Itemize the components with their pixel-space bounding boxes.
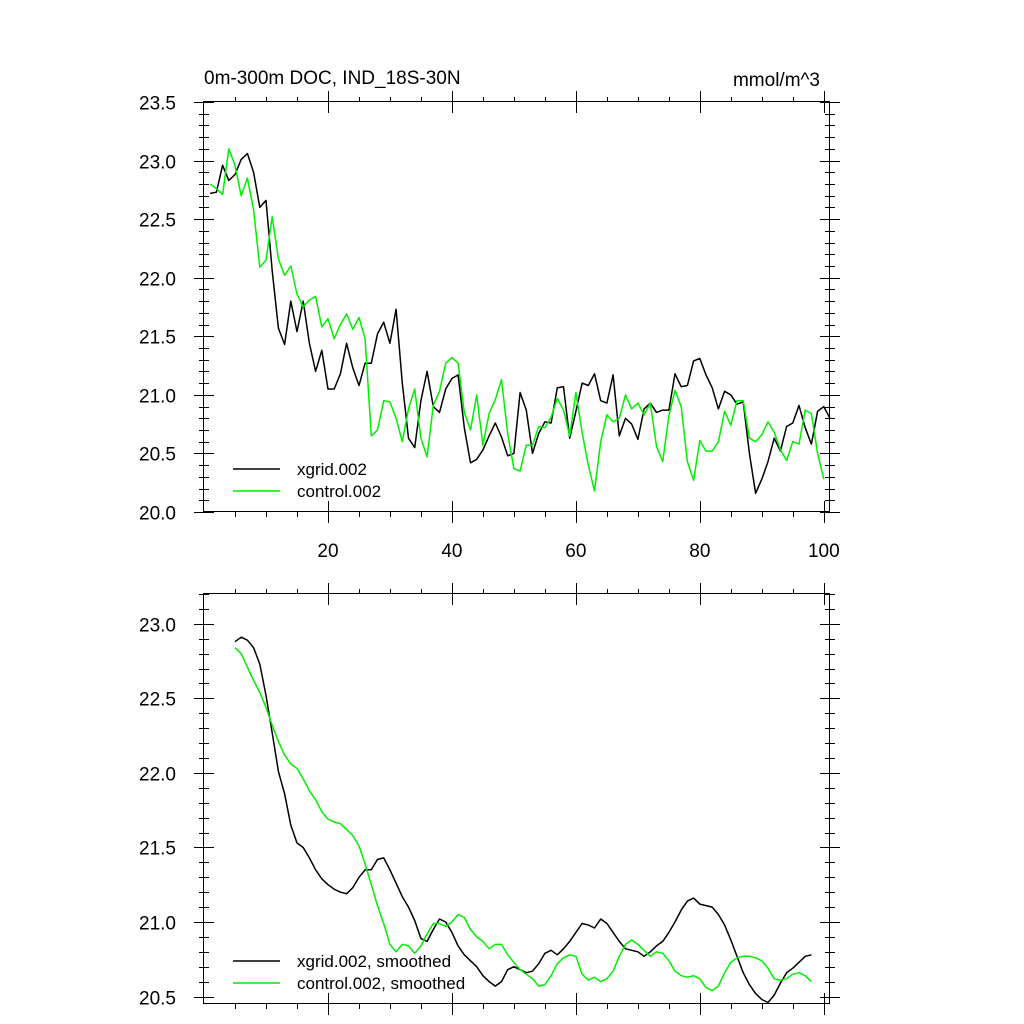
top-y-tick-label: 21.5 <box>139 328 176 349</box>
top-x-tick-label: 20 <box>317 541 338 562</box>
top-y-tick-label: 23.0 <box>139 153 176 174</box>
top-series-line-xgrid <box>210 152 831 495</box>
top-legend: xgrid.002 control.002 <box>233 460 381 501</box>
top-legend-label-xgrid: xgrid.002 <box>297 460 367 479</box>
bottom-legend-label-xgrid: xgrid.002, smoothed <box>297 952 451 971</box>
top-x-tick-label: 40 <box>441 541 462 562</box>
top-y-tick-label: 23.5 <box>139 94 176 115</box>
bottom-legend-label-control: control.002, smoothed <box>297 974 465 993</box>
top-units-label: mmol/m^3 <box>733 70 820 91</box>
bottom-axes: 20.5 21.0 21.5 22.0 22.5 23.0 <box>139 583 840 1015</box>
top-y-tick-label: 22.0 <box>139 270 176 291</box>
top-x-tick-label: 100 <box>808 541 840 562</box>
bottom-legend: xgrid.002, smoothed control.002, smoothe… <box>233 952 465 993</box>
bottom-y-tick-label: 22.0 <box>139 765 176 786</box>
top-x-tick-label: 80 <box>689 541 710 562</box>
bottom-y-tick-label: 23.0 <box>139 616 176 637</box>
top-y-tick-label: 20.5 <box>139 445 176 466</box>
bottom-panel: 20.5 21.0 21.5 22.0 22.5 23.0 xgrid.002, smoo… <box>139 583 840 1015</box>
top-y-tick-label: 20.0 <box>139 504 176 525</box>
top-legend-label-control: control.002 <box>297 482 381 501</box>
top-chart-title: 0m-300m DOC, IND_18S-30N <box>204 68 461 89</box>
top-series-line-control <box>209 148 825 492</box>
top-series-group <box>209 148 831 495</box>
top-plot-frame <box>203 101 830 512</box>
bottom-y-tick-label: 21.0 <box>139 914 176 935</box>
bottom-y-tick-label: 21.5 <box>139 839 176 860</box>
top-y-tick-label: 21.0 <box>139 387 176 408</box>
bottom-y-tick-label: 20.5 <box>139 989 176 1010</box>
bottom-series-line-xgrid <box>234 636 812 1004</box>
top-x-tick-label: 60 <box>565 541 586 562</box>
top-panel: 0m-300m DOC, IND_18S-30N mmol/m^3 20 40 60… <box>139 68 840 562</box>
bottom-y-tick-label: 22.5 <box>139 690 176 711</box>
bottom-series-line-control <box>234 647 812 992</box>
bottom-series-group <box>234 636 812 1004</box>
top-y-tick-label: 22.5 <box>139 211 176 232</box>
top-axes: 20 40 60 80 100 20.0 20.5 21.0 21.5 22.0 22.5 23.0 2… <box>139 91 840 562</box>
bottom-plot-frame <box>203 593 830 1004</box>
